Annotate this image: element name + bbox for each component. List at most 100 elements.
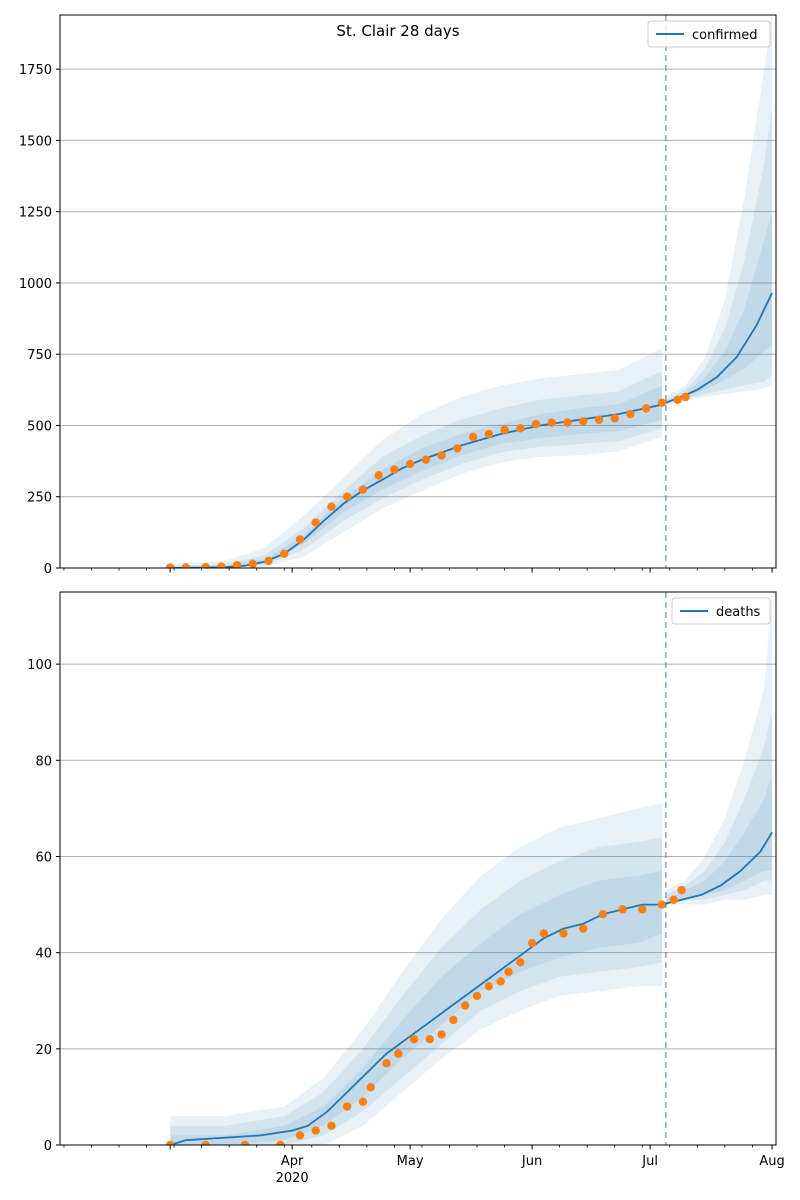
axes-frame: [59, 591, 777, 1146]
observed-point: [394, 1049, 403, 1058]
x-tick-label: Jul: [641, 1154, 658, 1169]
observed-point: [165, 563, 175, 568]
band-outer: [665, 15, 773, 406]
observed-point: [579, 416, 588, 426]
observed-point: [437, 451, 446, 460]
deaths-panel: 0 20 40 60 80 100 Apr 2020 May Jun Jul Aug deaths: [27, 591, 785, 1186]
figure-title: St. Clair 28 days: [336, 22, 459, 40]
observed-point: [681, 392, 690, 402]
x-tick-label: May: [397, 1154, 424, 1169]
observed-point: [641, 404, 651, 413]
observed-point: [669, 895, 678, 904]
observed-point: [516, 424, 525, 433]
x-tick-label: Jun: [521, 1154, 542, 1169]
observed-point: [638, 905, 647, 914]
observed-point: [516, 958, 525, 967]
observed-point: [201, 562, 210, 568]
observed-point: [461, 1001, 470, 1010]
observed-point: [484, 429, 494, 439]
observed-point: [618, 905, 627, 914]
y-tick-label: 1750: [19, 63, 52, 78]
band-middle: [170, 371, 662, 568]
observed-point: [165, 1140, 175, 1145]
observed-point: [248, 559, 257, 568]
y-tick-label: 1500: [19, 134, 52, 149]
observed-point: [295, 535, 305, 544]
y-tick-label: 40: [35, 947, 52, 962]
observed-point: [598, 909, 608, 919]
observed-point: [425, 1035, 435, 1044]
legend-label: confirmed: [692, 28, 758, 43]
observed-point: [405, 459, 415, 469]
observed-point: [472, 991, 482, 1001]
observed-point: [201, 1140, 210, 1145]
observed-point: [311, 1126, 320, 1135]
observed-point: [264, 556, 273, 566]
legend-box: [671, 597, 771, 625]
band-inner: [665, 774, 773, 905]
observed-point: [358, 485, 368, 494]
observed-point: [342, 492, 352, 501]
y-tick-label: 0: [44, 562, 52, 577]
observed-point: [181, 563, 191, 568]
y-tick-label: 250: [27, 491, 52, 506]
plot-area: [165, 15, 773, 568]
y-tick-label: 100: [27, 658, 52, 673]
y-tick-label: 500: [27, 419, 52, 434]
observed-point: [382, 1059, 391, 1068]
band-inner: [170, 870, 662, 1145]
observed-point: [500, 425, 509, 434]
observed-point: [449, 1015, 458, 1025]
band-middle: [170, 837, 662, 1145]
observed-point: [327, 1121, 336, 1130]
observed-point: [232, 560, 242, 568]
x-tick-sublabel: 2020: [276, 1171, 309, 1186]
deaths-line: [169, 831, 773, 1145]
observed-point: [358, 1097, 368, 1106]
band-outer: [170, 803, 662, 1145]
band-middle: [665, 712, 773, 905]
observed-point: [531, 419, 541, 429]
observed-point: [484, 982, 494, 991]
y-tick-label: 1250: [19, 206, 52, 221]
band-outer: [665, 592, 773, 905]
plot-area: [165, 592, 773, 1145]
y-tick-label: 1000: [19, 277, 52, 292]
observed-point: [610, 414, 619, 423]
y-tick-label: 0: [44, 1139, 52, 1154]
observed-point: [390, 465, 399, 474]
observed-point: [311, 518, 320, 527]
observed-point: [527, 938, 537, 948]
band-outer: [170, 348, 662, 568]
confirmed-panel: 0 250 500 750 1000 1250 1500 1750 confirmed: [19, 14, 777, 577]
observed-point: [657, 900, 667, 909]
observed-point: [295, 1131, 305, 1140]
observed-point: [409, 1035, 419, 1044]
observed-point: [366, 1083, 375, 1092]
observed-point: [594, 415, 604, 424]
band-inner: [170, 385, 662, 568]
axes-frame: [59, 14, 777, 569]
legend-label: deaths: [716, 605, 761, 620]
observed-point: [579, 924, 588, 933]
observed-point: [327, 502, 336, 511]
observed-point: [276, 1140, 285, 1145]
observed-point: [563, 418, 572, 427]
band-middle: [665, 106, 773, 405]
observed-point: [677, 885, 686, 895]
band-inner: [665, 211, 773, 403]
observed-point: [496, 977, 505, 986]
observed-point: [280, 549, 289, 558]
observed-point: [240, 1140, 250, 1145]
observed-point: [673, 395, 682, 405]
observed-point: [437, 1030, 446, 1039]
observed-point: [657, 398, 667, 407]
observed-point: [626, 409, 635, 419]
observed-point: [559, 929, 568, 938]
observed-point: [453, 444, 462, 453]
observed-point: [374, 471, 383, 480]
y-tick-label: 20: [35, 1043, 52, 1058]
y-tick-label: 80: [35, 754, 52, 769]
observed-point: [539, 929, 549, 938]
